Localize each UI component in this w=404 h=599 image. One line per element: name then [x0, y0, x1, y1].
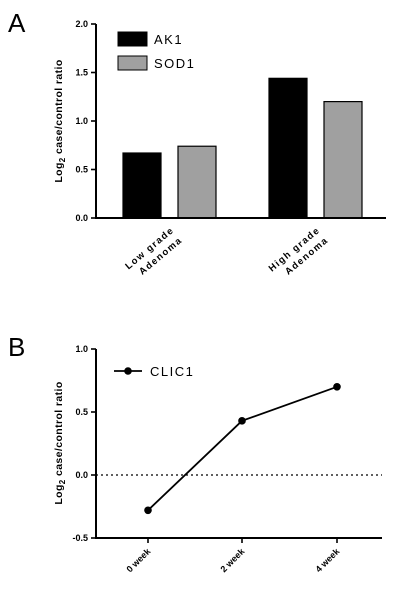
- panel-a-letter: A: [8, 8, 26, 38]
- legend-swatch-ak1: [117, 31, 148, 47]
- chart-b-x-tick-label: 2 week: [218, 546, 247, 575]
- legend-marker-clic1: [124, 367, 132, 375]
- chart-a: 0.00.51.01.52.0 Log2 case/control ratio …: [53, 19, 386, 278]
- chart-b-y-tick-label: 1.0: [75, 344, 88, 354]
- series-line-clic1: [147, 385, 338, 511]
- point-clic1-1: [238, 417, 246, 425]
- panel-b-letter: B: [8, 332, 25, 362]
- chart-a-legend: AK1 SOD1: [117, 31, 195, 71]
- chart-b-legend: CLIC1: [114, 364, 194, 379]
- chart-b-x-tick-label: 0 week: [124, 546, 153, 575]
- chart-a-category-1: High grade Adenoma: [267, 225, 331, 278]
- point-clic1-2: [333, 383, 341, 391]
- chart-a-category-0: Low grade Adenoma: [123, 225, 184, 278]
- chart-a-y-tick-label: 2.0: [75, 19, 88, 29]
- chart-a-y-tick-label: 1.0: [75, 116, 88, 126]
- point-clic1-0: [144, 506, 152, 515]
- chart-a-y-tick-label: 0.5: [75, 165, 88, 175]
- bar-sod1-1: [323, 100, 363, 219]
- chart-b-y-axis-title: Log2 case/control ratio: [53, 381, 67, 504]
- bar-sod1-0: [177, 145, 217, 219]
- legend-swatch-sod1: [117, 55, 148, 71]
- chart-b-y-tick-label: -0.5: [72, 533, 88, 543]
- chart-a-y-tick-label: 0.0: [75, 213, 88, 223]
- bar-ak1-0: [122, 152, 162, 219]
- chart-a-y-tick-label: 1.5: [75, 68, 88, 78]
- chart-b: -0.5 0.0 0.5 1.0 0 week 2 week 4 week Log2 ca…: [53, 344, 382, 574]
- chart-b-x-tick-label: 4 week: [313, 546, 342, 575]
- legend-label-ak1: AK1: [154, 32, 183, 47]
- chart-b-y-tick-label: 0.0: [75, 470, 88, 480]
- legend-label-clic1: CLIC1: [150, 364, 194, 379]
- chart-b-y-tick-label: 0.5: [75, 407, 88, 417]
- legend-label-sod1: SOD1: [154, 56, 195, 71]
- bar-ak1-1: [268, 77, 308, 219]
- chart-a-y-axis-title: Log2 case/control ratio: [53, 59, 67, 182]
